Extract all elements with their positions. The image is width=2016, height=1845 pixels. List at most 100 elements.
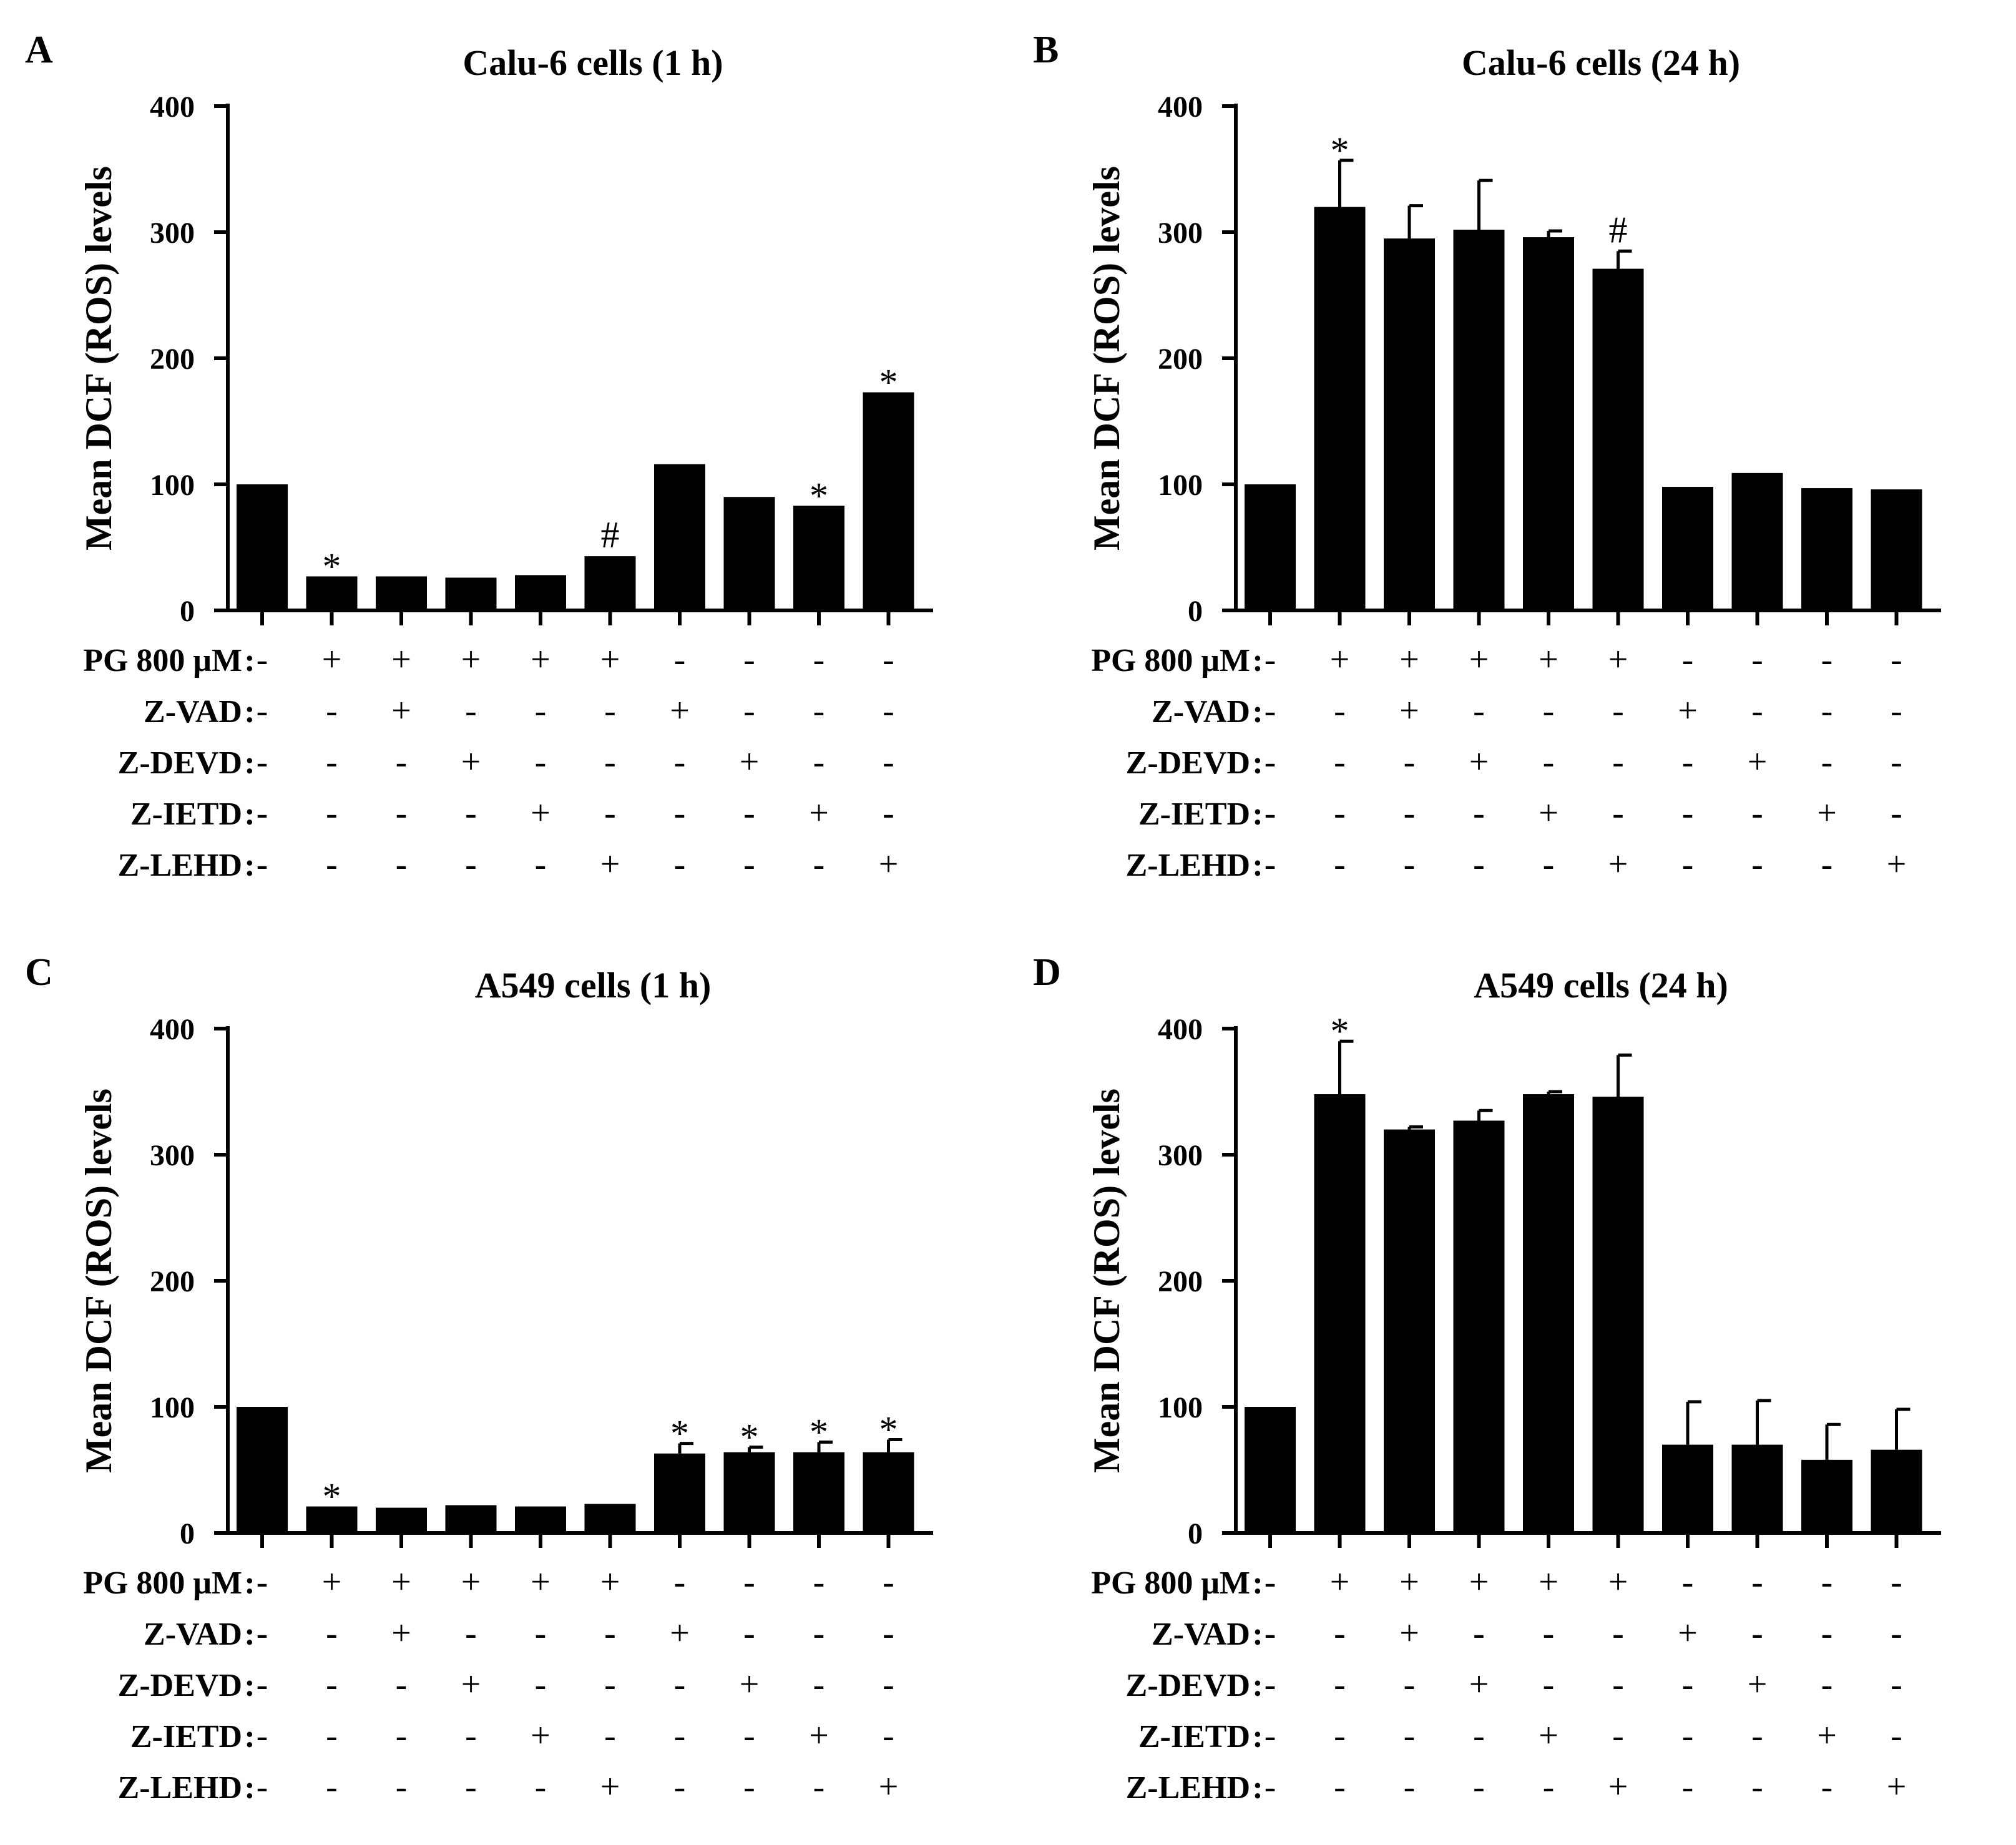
condition-plus: + <box>809 794 829 833</box>
condition-label: Z-LEHD <box>1126 1770 1250 1806</box>
panel-b: B Calu-6 cells (24 h) Mean DCF (ROS) level… <box>1008 0 2016 922</box>
condition-minus: - <box>604 743 616 781</box>
bar <box>1245 484 1296 610</box>
condition-minus: - <box>813 1665 825 1704</box>
condition-minus: - <box>1404 1716 1416 1755</box>
y-axis-label: Mean DCF (ROS) levels <box>1086 166 1127 551</box>
bar <box>1592 1097 1644 1533</box>
significance-asterisk: * <box>879 1409 898 1451</box>
condition-minus: - <box>465 845 477 884</box>
condition-minus: - <box>1265 1563 1276 1602</box>
condition-minus: - <box>1682 1563 1694 1602</box>
condition-minus: - <box>743 1716 755 1755</box>
bar <box>1523 237 1574 611</box>
chart-title: A549 cells (1 h) <box>475 965 712 1006</box>
y-tick-label: 400 <box>150 91 195 124</box>
condition-minus: - <box>1821 743 1833 781</box>
condition-minus: - <box>1543 845 1555 884</box>
bar <box>723 497 775 610</box>
condition-minus: - <box>674 1665 686 1704</box>
y-axis-label: Mean DCF (ROS) levels <box>1086 1089 1127 1473</box>
bar <box>445 577 497 610</box>
condition-plus: + <box>322 1563 342 1602</box>
condition-minus: - <box>1265 845 1276 884</box>
condition-minus: - <box>1265 1614 1276 1653</box>
condition-minus: - <box>257 845 268 884</box>
condition-minus: - <box>1404 845 1416 884</box>
bar <box>1662 487 1713 610</box>
y-tick-label: 100 <box>1158 1391 1203 1424</box>
condition-label: Z-VAD <box>1152 694 1250 730</box>
condition-plus: + <box>531 640 550 679</box>
condition-minus: - <box>1751 794 1763 833</box>
condition-minus: - <box>813 1768 825 1806</box>
y-tick-label: 300 <box>1158 217 1203 250</box>
significance-asterisk: * <box>810 475 828 516</box>
bar <box>237 484 288 610</box>
condition-plus: + <box>740 1665 760 1704</box>
condition-plus: + <box>1469 640 1489 679</box>
condition-plus: + <box>1539 1563 1558 1602</box>
condition-plus: + <box>1399 1563 1419 1602</box>
condition-plus: + <box>1748 1665 1768 1704</box>
condition-minus: - <box>1543 692 1555 730</box>
significance-asterisk: * <box>323 546 341 587</box>
significance-asterisk: * <box>879 362 898 403</box>
condition-colon: : <box>244 643 255 678</box>
condition-colon: : <box>244 745 255 781</box>
bar <box>1871 489 1922 610</box>
condition-plus: + <box>600 845 620 884</box>
condition-plus: + <box>531 794 550 833</box>
chart-title: A549 cells (24 h) <box>1474 965 1728 1006</box>
chart-svg: C A549 cells (1 h) Mean DCF (ROS) levels 0 1… <box>25 951 933 1806</box>
condition-minus: - <box>535 1768 547 1806</box>
condition-plus: + <box>879 1768 899 1806</box>
condition-minus: - <box>1612 1614 1624 1653</box>
condition-minus: - <box>326 692 338 730</box>
condition-minus: - <box>535 845 547 884</box>
condition-minus: - <box>1265 1768 1276 1806</box>
bar <box>376 1507 427 1533</box>
y-tick-label: 400 <box>1158 91 1203 124</box>
condition-minus: - <box>674 845 686 884</box>
condition-minus: - <box>743 1614 755 1653</box>
condition-minus: - <box>813 1563 825 1602</box>
condition-minus: - <box>326 794 338 833</box>
condition-plus: + <box>1539 640 1558 679</box>
condition-minus: - <box>1265 1665 1276 1704</box>
bar <box>584 1504 636 1533</box>
condition-minus: - <box>883 794 894 833</box>
condition-minus: - <box>1751 1563 1763 1602</box>
condition-minus: - <box>326 1665 338 1704</box>
condition-minus: - <box>465 1768 477 1806</box>
condition-minus: - <box>1682 845 1694 884</box>
bar <box>1592 268 1644 611</box>
condition-plus: + <box>1539 794 1558 833</box>
condition-label: PG 800 μM <box>83 643 242 678</box>
condition-plus: + <box>1469 743 1489 781</box>
condition-minus: - <box>1334 1768 1346 1806</box>
condition-plus: + <box>879 845 899 884</box>
condition-minus: - <box>1404 1768 1416 1806</box>
condition-minus: - <box>1334 1716 1346 1755</box>
condition-minus: - <box>1751 640 1763 679</box>
condition-minus: - <box>743 640 755 679</box>
condition-minus: - <box>813 1614 825 1653</box>
bar <box>1314 1094 1366 1533</box>
condition-minus: - <box>1891 692 1902 730</box>
condition-plus: + <box>1608 640 1628 679</box>
condition-colon: : <box>1252 1770 1263 1806</box>
condition-plus: + <box>391 1614 411 1653</box>
condition-plus: + <box>461 1563 481 1602</box>
condition-minus: - <box>1682 640 1694 679</box>
condition-plus: + <box>391 640 411 679</box>
condition-minus: - <box>1821 1563 1833 1602</box>
condition-minus: - <box>1265 640 1276 679</box>
condition-minus: - <box>1334 1665 1346 1704</box>
bar <box>1731 472 1783 610</box>
condition-label: Z-VAD <box>1152 1617 1250 1652</box>
significance-asterisk: * <box>1331 1011 1349 1052</box>
condition-plus: + <box>670 1614 690 1653</box>
panel-a: A Calu-6 cells (1 h) Mean DCF (ROS) levels… <box>0 0 1008 922</box>
condition-minus: - <box>257 1614 268 1653</box>
